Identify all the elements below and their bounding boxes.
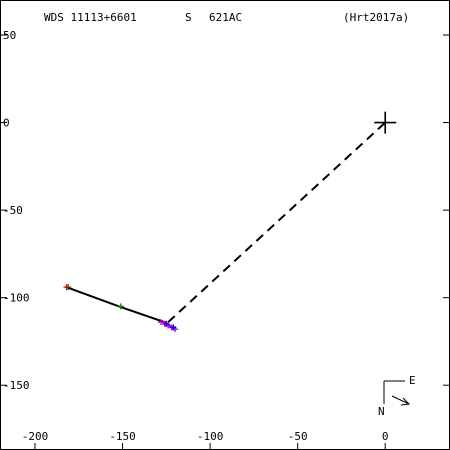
- x-tick-label: 0: [382, 430, 389, 443]
- measurement-point: [170, 324, 177, 331]
- compass: E N: [378, 374, 416, 418]
- motion-arrow-shaft: [391, 395, 410, 405]
- primary-star-layer: [374, 111, 397, 134]
- measurement-point: [63, 284, 70, 291]
- companion-to-primary-connector: [167, 121, 386, 323]
- x-tick-label: -200: [22, 430, 49, 443]
- motion-arrow-head: [400, 397, 411, 406]
- y-axis-ticks: 50 0 -50 -100 -150: [1, 29, 449, 392]
- compass-east-label: E: [409, 374, 416, 387]
- x-tick-label: -150: [109, 430, 136, 443]
- measurement-point: [163, 320, 170, 327]
- header-discoverer: 621AC: [209, 11, 242, 24]
- x-tick-label: -50: [288, 430, 308, 443]
- header-component: S: [185, 11, 192, 24]
- measurement-point: [158, 319, 165, 326]
- x-axis-ticks: -200 -150 -100 -50 0: [22, 430, 389, 449]
- y-tick-label: 50: [3, 29, 16, 42]
- compass-north-label: N: [378, 405, 385, 418]
- measurement-point: [117, 303, 124, 310]
- y-tick-label: -50: [3, 204, 23, 217]
- measurement-points-layer: [63, 284, 179, 333]
- y-tick-label: -150: [3, 379, 30, 392]
- connector-layer: [167, 121, 386, 323]
- header-wds: WDS 11113+6601: [44, 11, 137, 24]
- y-tick-label: -100: [3, 292, 30, 305]
- primary-star-marker: [374, 111, 397, 134]
- y-tick-label: 0: [3, 117, 10, 130]
- header-reference: (Hrt2017a): [343, 11, 409, 24]
- x-tick-label: -100: [197, 430, 224, 443]
